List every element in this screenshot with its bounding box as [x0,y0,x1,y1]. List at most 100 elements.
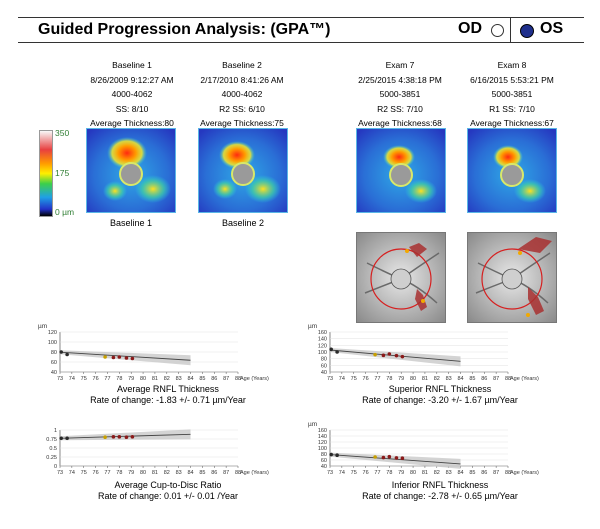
y-axis-unit: µm [38,323,47,330]
od-radio-button[interactable] [491,24,504,37]
chart-average-rnfl-thickness: µm 40 60 80 100 120 73 74 75 76 77 78 79 80 81 82 83 84 85… [38,323,269,382]
x-tick-label: 83 [176,470,182,476]
chart-title: Superior RNFL Thickness [388,384,492,394]
data-point [65,436,69,441]
y-tick-label: 60 [321,458,327,464]
y-tick-label: 0 [54,464,57,470]
os-radio-button[interactable] [520,24,534,38]
chart-rate: Rate of change: -1.83 +/- 0.71 µm/Year [90,395,246,405]
x-tick-label: 74 [339,376,345,382]
chart-title-superior-rnfl: Superior RNFL Thickness Rate of change: … [320,384,560,406]
x-tick-label: 79 [398,470,404,476]
header-divider [510,18,511,42]
chart-title: Inferior RNFL Thickness [391,480,489,490]
x-tick-label: 75 [351,470,357,476]
exam-datetime: 6/16/2015 5:53:21 PM [470,74,554,85]
x-tick-label: 87 [223,376,229,382]
x-axis-label: Age (Years) [510,470,539,476]
y-tick-label: 0.25 [46,455,57,461]
exam-average-thickness: Average Thickness:68 [358,118,442,128]
x-tick-label: 88 [505,470,511,476]
y-tick-label: 120 [318,440,327,446]
x-tick-label: 80 [140,376,146,382]
exam-info-baseline-1: Baseline 1 8/26/2009 9:12:27 AM 4000-406… [82,58,182,131]
y-tick-label: 80 [321,357,327,363]
data-point [335,350,339,354]
x-tick-label: 87 [493,376,499,382]
x-tick-label: 73 [327,470,333,476]
color-scale-max: 350 [55,128,70,138]
fundus-image-exam-7 [356,232,446,323]
data-point [65,352,69,357]
exam-serial: 4000-4062 [111,89,153,99]
y-tick-label: 40 [51,370,57,376]
y-tick-label: 60 [51,360,57,366]
chart-title-average-rnfl: Average RNFL Thickness Rate of change: -… [48,384,288,406]
y-tick-label: 80 [51,350,57,356]
exam-info-exam-8: Exam 8 6/16/2015 5:53:21 PM 5000-3851 R1… [462,58,562,131]
exam-average-thickness: Average Thickness:67 [470,118,554,128]
x-tick-label: 73 [57,376,63,382]
x-tick-label: 73 [327,376,333,382]
data-point [124,435,129,439]
y-tick-label: 160 [318,428,327,434]
data-point [400,354,405,359]
x-tick-label: 87 [493,470,499,476]
confidence-band [330,452,461,469]
trend-line [59,351,191,361]
exam-signal-strength: R2 SS: 6/10 [219,103,265,114]
x-tick-label: 81 [422,376,428,382]
os-label: OS [540,20,564,37]
chart-title: Average Cup-to-Disc Ratio [114,480,222,490]
y-tick-label: 40 [321,370,327,376]
x-tick-label: 85 [469,376,475,382]
color-scale-min: 0 µm [55,207,75,217]
x-tick-label: 81 [422,470,428,476]
data-point [117,435,122,439]
x-tick-label: 79 [128,376,134,382]
y-tick-label: 1 [54,428,57,434]
exam-serial: 5000-3851 [379,89,421,99]
x-tick-label: 82 [434,376,440,382]
exam-name: Exam 7 [385,60,415,70]
x-tick-label: 77 [104,376,110,382]
data-point [394,456,399,460]
exam-datetime: 2/17/2010 8:41:26 AM [200,74,284,85]
x-tick-label: 85 [469,470,475,476]
y-tick-label: 160 [318,330,327,336]
x-tick-label: 78 [386,470,392,476]
data-point [335,453,339,457]
x-tick-label: 86 [211,376,217,382]
data-point [130,356,135,361]
chart-rate: Rate of change: 0.01 +/- 0.01 /Year [97,491,239,501]
y-tick-label: 0.75 [46,437,57,443]
y-axis-unit: µm [308,421,317,428]
exam-serial: 5000-3851 [491,89,533,99]
x-axis-label: Age (Years) [240,470,269,476]
x-tick-label: 83 [446,470,452,476]
x-tick-label: 79 [398,376,404,382]
fundus-image-exam-8 [467,232,557,323]
confidence-band [330,348,461,367]
data-point [103,355,107,359]
chart-title-inferior-rnfl: Inferior RNFL Thickness Rate of change: … [320,480,560,502]
x-axis-label: Age (Years) [240,376,269,382]
x-tick-label: 76 [93,376,99,382]
x-tick-label: 86 [481,470,487,476]
x-tick-label: 84 [457,470,463,476]
thickness-map-baseline-1 [86,128,176,213]
x-tick-label: 74 [69,470,75,476]
data-point [111,355,116,360]
x-tick-label: 76 [363,470,369,476]
x-tick-label: 78 [386,376,392,382]
x-tick-label: 88 [235,376,241,382]
data-point [329,347,333,352]
x-tick-label: 77 [374,376,380,382]
y-tick-label: 100 [318,446,327,452]
y-tick-label: 80 [321,452,327,458]
y-tick-label: 100 [318,350,327,356]
x-tick-label: 88 [235,470,241,476]
data-point [394,353,399,358]
